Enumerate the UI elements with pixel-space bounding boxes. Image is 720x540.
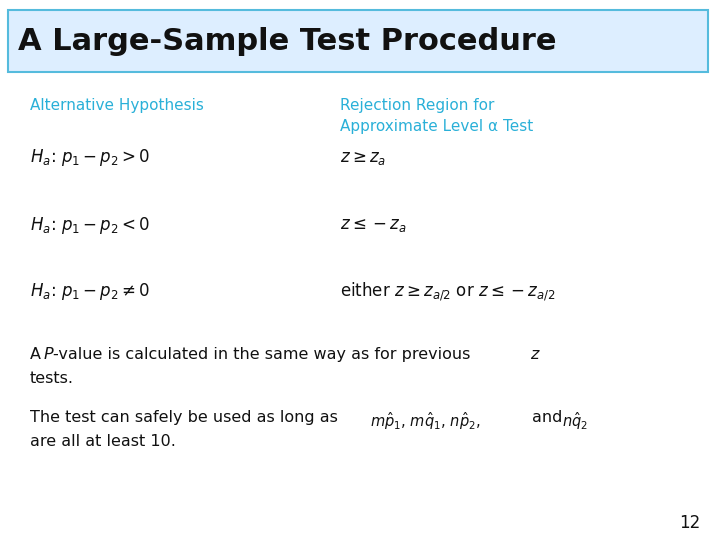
Text: The test can safely be used as long as: The test can safely be used as long as	[30, 410, 343, 425]
Text: $H_a$: $p_1 - p_2 < 0$: $H_a$: $p_1 - p_2 < 0$	[30, 214, 150, 235]
Text: A Large-Sample Test Procedure: A Large-Sample Test Procedure	[18, 26, 557, 56]
Text: either $z \geq z_{a/2}$ or $z \leq -z_{a/2}$: either $z \geq z_{a/2}$ or $z \leq -z_{a…	[340, 281, 555, 303]
Text: -value is calculated in the same way as for previous: -value is calculated in the same way as …	[53, 347, 475, 362]
Text: P: P	[44, 347, 53, 362]
Text: z: z	[530, 347, 539, 362]
Text: tests.: tests.	[30, 371, 74, 386]
Text: 12: 12	[679, 514, 700, 532]
Text: A: A	[30, 347, 46, 362]
Text: $m\hat{p}_1$, $m\hat{q}_1$, $n\hat{p}_2$,: $m\hat{p}_1$, $m\hat{q}_1$, $n\hat{p}_2$…	[370, 410, 481, 432]
Text: are all at least 10.: are all at least 10.	[30, 434, 176, 449]
FancyBboxPatch shape	[8, 10, 708, 72]
Text: $H_a$: $p_1 - p_2 \neq 0$: $H_a$: $p_1 - p_2 \neq 0$	[30, 281, 150, 302]
Text: $H_a$: $p_1 - p_2 > 0$: $H_a$: $p_1 - p_2 > 0$	[30, 147, 150, 168]
Text: $z \leq -z_a$: $z \leq -z_a$	[340, 216, 407, 234]
Text: Rejection Region for
Approximate Level α Test: Rejection Region for Approximate Level α…	[340, 98, 534, 134]
Text: and: and	[532, 410, 562, 425]
Text: Alternative Hypothesis: Alternative Hypothesis	[30, 98, 204, 113]
Text: $z \geq z_a$: $z \geq z_a$	[340, 149, 386, 167]
Text: $n\hat{q}_2$: $n\hat{q}_2$	[562, 410, 588, 432]
